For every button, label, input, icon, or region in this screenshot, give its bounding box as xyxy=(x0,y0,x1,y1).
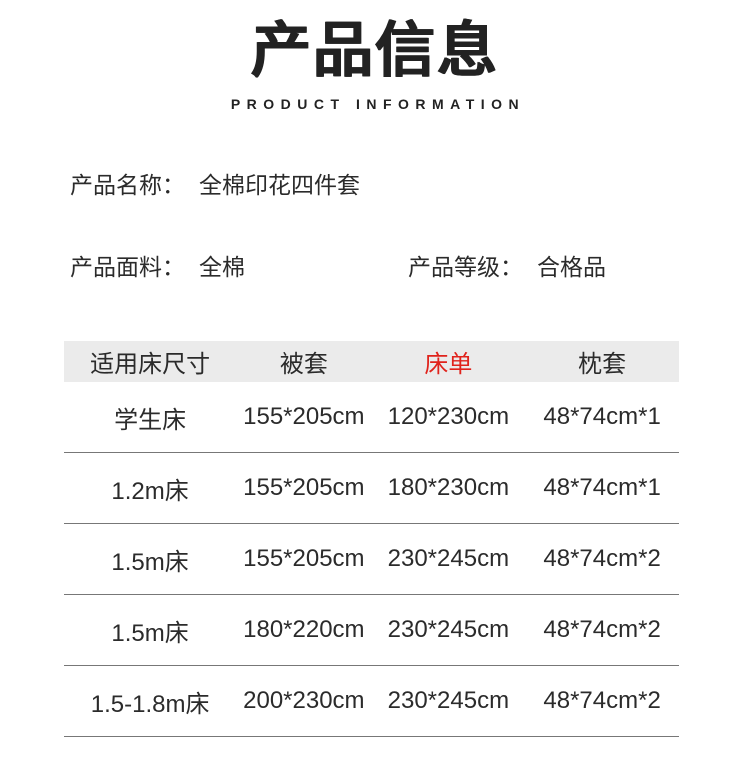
col-header-duvet-cover: 被套 xyxy=(279,351,328,378)
product-fabric-value: 全棉 xyxy=(199,254,245,280)
cell-duvet-cover: 155*205cm xyxy=(243,474,365,501)
cell-pillowcase: 48*74cm*2 xyxy=(543,545,661,572)
col-header-bed-sheet: 床单 xyxy=(424,351,473,378)
cell-duvet-cover: 180*220cm xyxy=(243,616,365,643)
cell-pillowcase: 48*74cm*2 xyxy=(543,687,661,714)
cell-pillowcase: 48*74cm*1 xyxy=(543,403,661,430)
product-fabric-label: 产品面料： xyxy=(70,254,185,280)
table-row: 学生床 155*205cm 120*230cm 48*74cm*1 xyxy=(64,382,679,453)
table-row: 1.5-1.8m床 200*230cm 230*245cm 48*74cm*2 xyxy=(64,666,679,737)
title-block: 产品信息 PRODUCT INFORMATION xyxy=(0,17,750,113)
product-grade-label: 产品等级： xyxy=(408,254,523,280)
product-grade-value: 合格品 xyxy=(537,254,606,280)
cell-bed-size: 1.2m床 xyxy=(111,477,189,505)
size-table: 适用床尺寸 被套 床单 枕套 学生床 155*205cm 120*230cm 4… xyxy=(64,341,679,737)
col-header-pillowcase: 枕套 xyxy=(578,351,627,378)
size-table-header: 适用床尺寸 被套 床单 枕套 xyxy=(64,341,679,382)
cell-pillowcase: 48*74cm*1 xyxy=(543,474,661,501)
cell-bed-size: 学生床 xyxy=(114,406,187,434)
table-row: 1.2m床 155*205cm 180*230cm 48*74cm*1 xyxy=(64,453,679,524)
table-row: 1.5m床 155*205cm 230*245cm 48*74cm*2 xyxy=(64,524,679,595)
cell-duvet-cover: 155*205cm xyxy=(243,545,365,572)
cell-pillowcase: 48*74cm*2 xyxy=(543,616,661,643)
cell-bed-sheet: 230*245cm xyxy=(387,687,510,714)
product-name-label: 产品名称： xyxy=(70,172,185,198)
cell-bed-size: 1.5m床 xyxy=(111,548,189,576)
product-fabric-row: 产品面料： 全棉 xyxy=(70,252,245,282)
cell-bed-sheet: 120*230cm xyxy=(387,403,510,430)
cell-bed-size: 1.5-1.8m床 xyxy=(90,690,210,718)
cell-bed-size: 1.5m床 xyxy=(111,619,189,647)
cell-bed-sheet: 230*245cm xyxy=(387,616,510,643)
page-subtitle: PRODUCT INFORMATION xyxy=(230,96,526,112)
page-title: 产品信息 xyxy=(251,17,499,84)
cell-bed-sheet: 180*230cm xyxy=(387,474,510,501)
table-row: 1.5m床 180*220cm 230*245cm 48*74cm*2 xyxy=(64,595,679,666)
product-name-value: 全棉印花四件套 xyxy=(199,172,360,198)
cell-bed-sheet: 230*245cm xyxy=(387,545,510,572)
cell-duvet-cover: 200*230cm xyxy=(243,687,365,714)
product-grade-row: 产品等级： 合格品 xyxy=(408,252,606,282)
product-name-row: 产品名称： 全棉印花四件套 xyxy=(70,170,360,200)
cell-duvet-cover: 155*205cm xyxy=(243,403,365,430)
col-header-bed-size: 适用床尺寸 xyxy=(90,351,211,378)
